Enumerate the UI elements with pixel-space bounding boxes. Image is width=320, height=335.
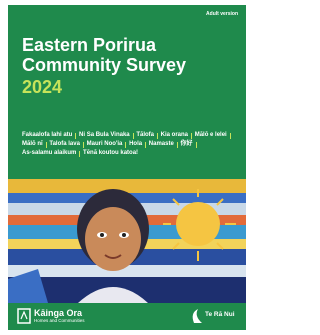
greeting: Hola [129, 140, 142, 149]
greeting: Mālō e lelei [195, 131, 227, 140]
separator [46, 142, 47, 148]
separator [79, 151, 80, 157]
greeting: Mālō nī [22, 140, 43, 149]
greeting: As-salamu alaikum [22, 149, 76, 158]
separator [230, 133, 231, 139]
separator [145, 142, 146, 148]
year: 2024 [22, 77, 62, 98]
greeting: 你好 [180, 140, 192, 149]
left-subtitle: Homes and Communities [34, 318, 85, 323]
separator [125, 142, 126, 148]
left-logo: Kāinga Ora [34, 308, 82, 318]
separator [177, 142, 178, 148]
greeting: Ni Sa Bula Vinaka [79, 131, 130, 140]
separator [83, 142, 84, 148]
greeting: Tālofa [136, 131, 154, 140]
badge: Adult version [206, 11, 238, 17]
greeting: Mauri Noo'ia [87, 140, 123, 149]
separator [196, 142, 197, 148]
separator [157, 133, 158, 139]
footer: Kāinga Ora Homes and Communities Te Rā N… [8, 303, 246, 330]
right-logo: Te Rā Nui [205, 311, 235, 318]
greeting: Kia orana [161, 131, 188, 140]
separator [133, 133, 134, 139]
greeting: Namaste [149, 140, 174, 149]
title: Eastern Porirua Community Survey [22, 35, 237, 75]
page: {"header": {"badge": "Adult version", "t… [0, 0, 254, 335]
separator [75, 133, 76, 139]
te-ra-nui-icon [193, 309, 202, 323]
greeting: Fakaalofa lahi atu [22, 131, 72, 140]
greeting: Talofa lava [49, 140, 80, 149]
separator [191, 133, 192, 139]
greeting: Tēnā koutou katoa! [83, 149, 138, 158]
mural [8, 179, 246, 303]
greetings: Fakaalofa lahi atu Ni Sa Bula Vinaka Tālof… [22, 131, 236, 158]
cover: Adult version Eastern Porirua Community … [8, 5, 246, 330]
